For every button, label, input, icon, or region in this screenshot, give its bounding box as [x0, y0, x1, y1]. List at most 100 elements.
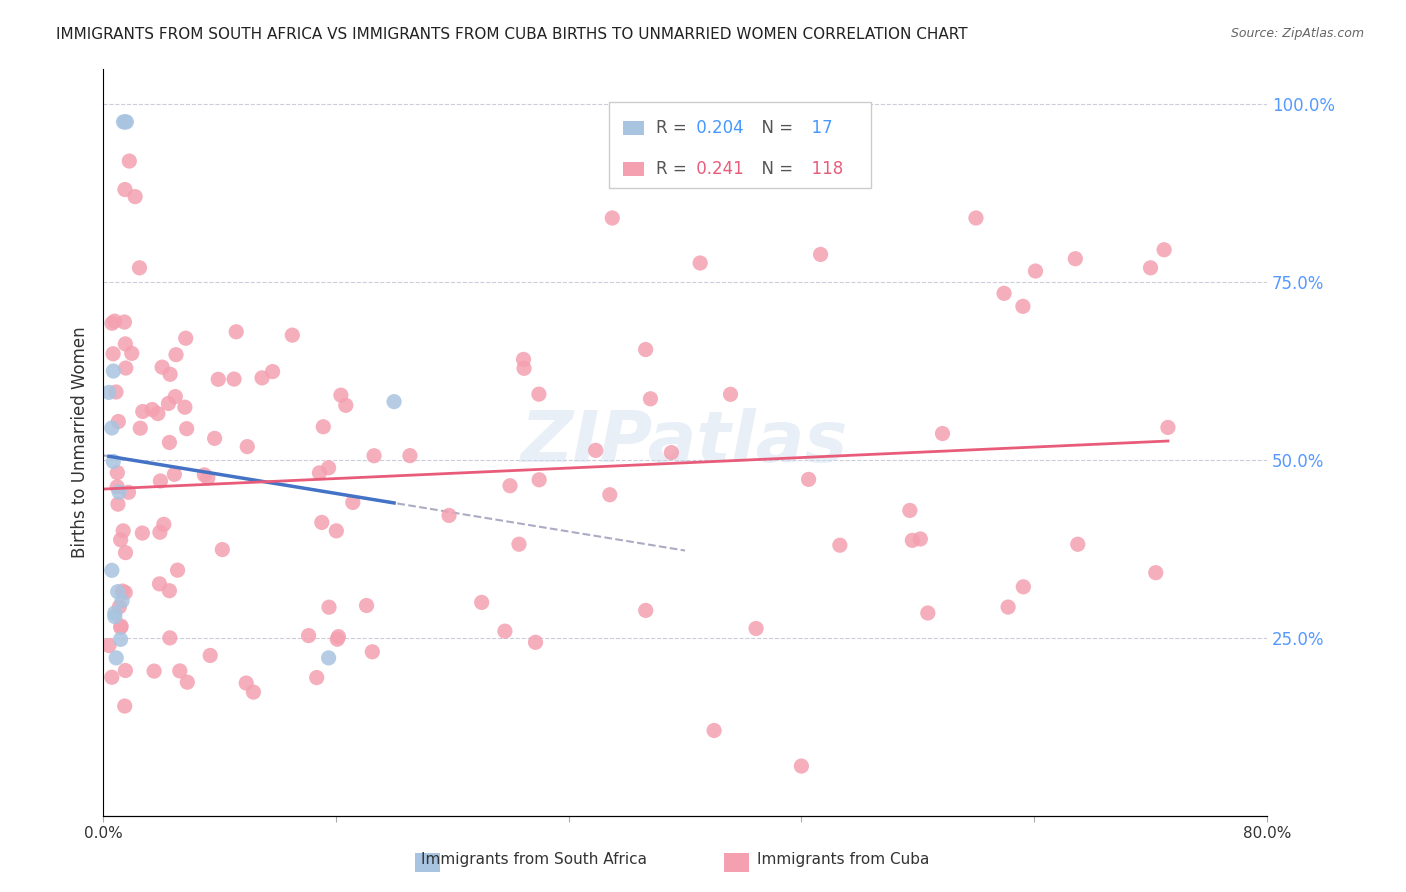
Point — [111, 584, 134, 599]
Point — [110, 619, 132, 633]
Point — [159, 368, 181, 382]
Point — [1064, 252, 1087, 266]
Point — [810, 247, 832, 261]
Point — [335, 398, 357, 412]
Point — [149, 474, 172, 488]
Point — [1157, 420, 1180, 434]
Point — [117, 485, 139, 500]
Point — [242, 685, 264, 699]
Point — [97, 385, 120, 400]
Point — [107, 497, 129, 511]
Y-axis label: Births to Unmarried Women: Births to Unmarried Women — [72, 326, 89, 558]
Point — [318, 651, 340, 665]
Point — [103, 314, 125, 328]
Point — [114, 546, 136, 560]
Bar — [609, 103, 872, 188]
Point — [148, 577, 170, 591]
Point — [105, 480, 128, 494]
Point — [146, 407, 169, 421]
Point — [105, 651, 128, 665]
Point — [297, 629, 319, 643]
Point — [110, 533, 132, 547]
Point — [329, 388, 352, 402]
Point — [382, 394, 405, 409]
Point — [176, 675, 198, 690]
Text: Immigrants from South Africa: Immigrants from South Africa — [422, 852, 647, 867]
Point — [98, 639, 121, 653]
Point — [399, 449, 422, 463]
Point — [129, 421, 152, 435]
Point — [363, 449, 385, 463]
Text: ZIPatlas: ZIPatlas — [522, 408, 849, 476]
Point — [166, 563, 188, 577]
Point — [101, 670, 124, 684]
Point — [790, 759, 813, 773]
Point — [494, 624, 516, 639]
Point — [128, 260, 150, 275]
Bar — [623, 162, 644, 176]
Point — [325, 524, 347, 538]
Point — [236, 440, 259, 454]
Point — [193, 467, 215, 482]
Point — [131, 526, 153, 541]
Point — [720, 387, 742, 401]
Point — [157, 583, 180, 598]
Point — [308, 466, 330, 480]
Point — [159, 435, 181, 450]
Point — [101, 563, 124, 577]
Point — [132, 404, 155, 418]
Point — [342, 495, 364, 509]
Point — [311, 516, 333, 530]
Point — [262, 365, 284, 379]
Point — [110, 632, 132, 647]
Point — [114, 115, 136, 129]
Point — [499, 479, 522, 493]
Point — [114, 337, 136, 351]
Point — [356, 599, 378, 613]
Point — [108, 485, 131, 500]
Point — [150, 360, 173, 375]
Point — [101, 347, 124, 361]
Point — [917, 606, 939, 620]
Point — [176, 422, 198, 436]
Point — [104, 606, 127, 620]
Point — [1012, 299, 1035, 313]
Point — [222, 372, 245, 386]
Point — [104, 384, 127, 399]
Point — [312, 419, 335, 434]
Point — [1144, 566, 1167, 580]
Point — [112, 524, 135, 538]
Point — [1024, 264, 1046, 278]
Point — [197, 471, 219, 485]
Point — [163, 467, 186, 482]
Point — [901, 533, 924, 548]
Point — [107, 584, 129, 599]
Point — [1139, 260, 1161, 275]
Point — [661, 445, 683, 459]
Point — [634, 343, 657, 357]
Point — [114, 664, 136, 678]
Point — [931, 426, 953, 441]
Point — [910, 532, 932, 546]
Point — [141, 402, 163, 417]
Point — [898, 503, 921, 517]
Point — [689, 256, 711, 270]
Point — [112, 115, 135, 129]
Point — [437, 508, 460, 523]
Point — [1012, 580, 1035, 594]
Point — [993, 286, 1015, 301]
Point — [305, 671, 328, 685]
Point — [108, 599, 131, 614]
Text: R =: R = — [657, 119, 692, 137]
Point — [115, 115, 138, 129]
Point — [207, 372, 229, 386]
Point — [527, 387, 550, 401]
Text: Immigrants from Cuba: Immigrants from Cuba — [758, 852, 929, 867]
Point — [361, 645, 384, 659]
Bar — [623, 121, 644, 135]
Point — [143, 664, 166, 678]
Point — [745, 622, 768, 636]
Point — [104, 609, 127, 624]
Point — [599, 488, 621, 502]
Point — [165, 348, 187, 362]
